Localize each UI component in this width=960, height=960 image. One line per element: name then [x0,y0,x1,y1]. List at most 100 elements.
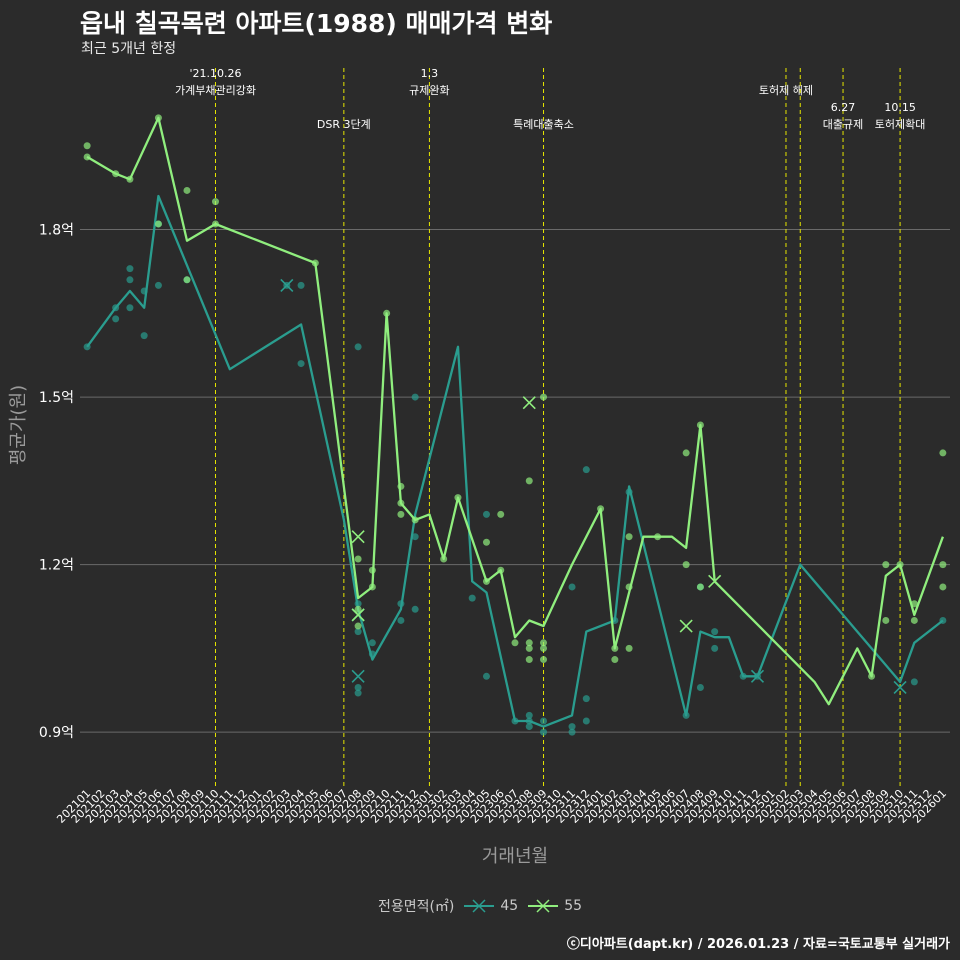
data-point-45 [397,616,405,624]
data-point-45 [582,717,590,725]
data-point-45 [411,393,419,401]
cancelled-marker-45 [280,278,294,292]
data-point-55 [183,186,191,194]
legend: 전용면적(㎡) 45 55 [0,896,960,916]
data-point-55 [525,639,533,647]
event-label: 6.27 [831,101,856,114]
cancelled-stroke [679,619,693,633]
event-label: 1.3 [421,67,439,80]
data-point-55 [540,644,548,652]
series-line-55 [86,116,944,706]
data-point-55 [397,510,405,518]
data-point-55 [625,533,633,541]
data-point-55 [939,449,947,457]
data-point-45 [696,683,704,691]
cancelled-stroke [893,680,907,695]
data-point-45 [411,533,419,541]
data-point-55 [354,605,362,613]
cancelled-stroke [522,396,536,410]
data-point-55 [497,510,505,518]
data-point-45 [297,281,305,289]
data-point-55 [83,142,91,150]
data-point-55 [525,477,533,485]
data-point-45 [568,583,576,591]
event-label: 대출규제 [823,118,863,131]
data-point-55 [540,656,548,664]
data-point-45 [482,510,490,518]
data-point-45 [482,672,490,680]
event-label: 토허제 해제 [759,83,813,97]
event-label: 토허제확대 [875,118,926,131]
y-tick-label: 1.2억 [39,558,74,574]
series-layer [83,114,947,736]
legend-item-55[interactable]: 55 [528,897,582,915]
cancelled-marker-55 [679,619,693,633]
data-point-55 [482,538,490,546]
data-point-45 [411,605,419,613]
data-point-45 [711,628,719,636]
data-point-45 [540,717,548,725]
cancelled-marker-55 [351,608,365,622]
data-point-55 [211,198,219,206]
data-point-55 [354,555,362,563]
legend-label-45: 45 [500,898,519,914]
data-point-55 [939,561,947,569]
cancelled-stroke [351,608,365,622]
cancelled-stroke [750,669,765,683]
data-point-55 [183,276,191,284]
legend-title: 전용면적(㎡) [377,899,455,915]
event-label: 가계부채관리강화 [175,84,256,97]
data-point-55 [682,561,690,569]
data-point-45 [525,711,533,719]
axis-layer: 0.9억1.2억1.5억1.8억202101202102202103202104… [8,223,949,867]
cancelled-stroke [351,530,365,544]
data-point-45 [540,728,548,736]
data-point-55 [540,393,548,401]
cancelled-stroke [708,574,722,588]
legend-item-45[interactable]: 45 [464,897,518,915]
event-label: 규제완화 [409,84,449,97]
data-point-45 [154,281,162,289]
y-tick-label: 0.9억 [39,725,74,741]
data-point-55 [525,656,533,664]
data-point-55 [154,220,162,228]
cancelled-marker-45 [893,680,907,695]
data-point-55 [882,561,890,569]
data-point-45 [711,644,719,652]
data-point-45 [368,639,376,647]
data-point-55 [696,583,704,591]
x-axis-title: 거래년월 [482,846,548,867]
data-point-55 [625,644,633,652]
cancelled-stroke [280,278,294,292]
data-point-45 [354,689,362,697]
y-tick-label: 1.8억 [39,223,74,239]
grid-layer [80,229,950,733]
data-point-55 [882,616,890,624]
event-label: 10.15 [884,101,916,114]
data-point-45 [354,683,362,691]
cancelled-marker-55 [522,396,536,410]
data-point-45 [468,594,476,602]
data-point-55 [939,583,947,591]
legend-label-55: 55 [564,898,583,914]
data-point-45 [910,678,918,686]
data-point-45 [354,628,362,636]
series-line-45 [86,194,944,728]
data-point-45 [568,723,576,731]
data-point-45 [582,695,590,703]
event-label: 특례대출축소 [513,118,574,131]
cancelled-marker-55 [708,574,722,588]
chart-subtitle: 최근 5개년 한정 [81,41,177,57]
event-label: '21.10.26 [189,67,241,80]
y-axis-title: 평균가(원) [8,385,29,465]
data-point-45 [126,304,134,312]
data-point-55 [910,616,918,624]
data-point-45 [525,723,533,731]
footer-credit: ⓒ디아파트(dapt.kr) / 2026.01.23 / 자료=국토교통부 실… [566,937,950,952]
data-point-45 [126,265,134,273]
legend-key-55-icon [528,899,559,913]
data-point-45 [126,276,134,284]
cancelled-marker-55 [351,530,365,544]
